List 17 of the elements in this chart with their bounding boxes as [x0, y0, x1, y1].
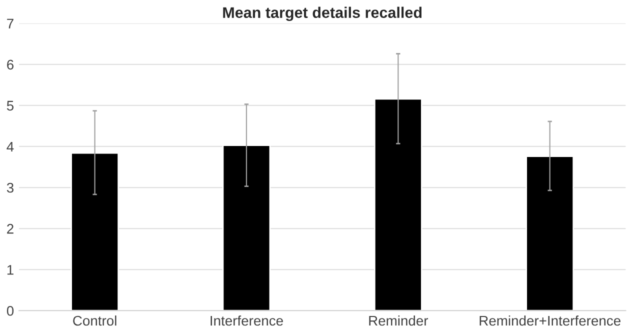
x-tick-label: Control: [73, 315, 116, 326]
y-tick-label: 1: [7, 265, 14, 275]
x-tick-label: Reminder: [369, 315, 428, 326]
y-tick-label: 6: [7, 60, 14, 70]
chart-title: Mean target details recalled: [223, 6, 422, 22]
x-tick-label: Interference: [210, 315, 283, 326]
y-tick-label: 4: [6, 142, 14, 152]
bar: [70, 152, 120, 311]
y-tick-label: 7: [7, 18, 14, 28]
bar: [526, 156, 574, 311]
y-tick-label: 0: [6, 306, 14, 316]
x-tick-label: Reminder+Interference: [480, 315, 620, 326]
bar: [222, 144, 271, 311]
y-tick-label: 2: [7, 224, 14, 234]
y-tick-label: 5: [6, 100, 14, 111]
bar: [374, 98, 422, 311]
y-tick-label: 3: [6, 182, 14, 193]
